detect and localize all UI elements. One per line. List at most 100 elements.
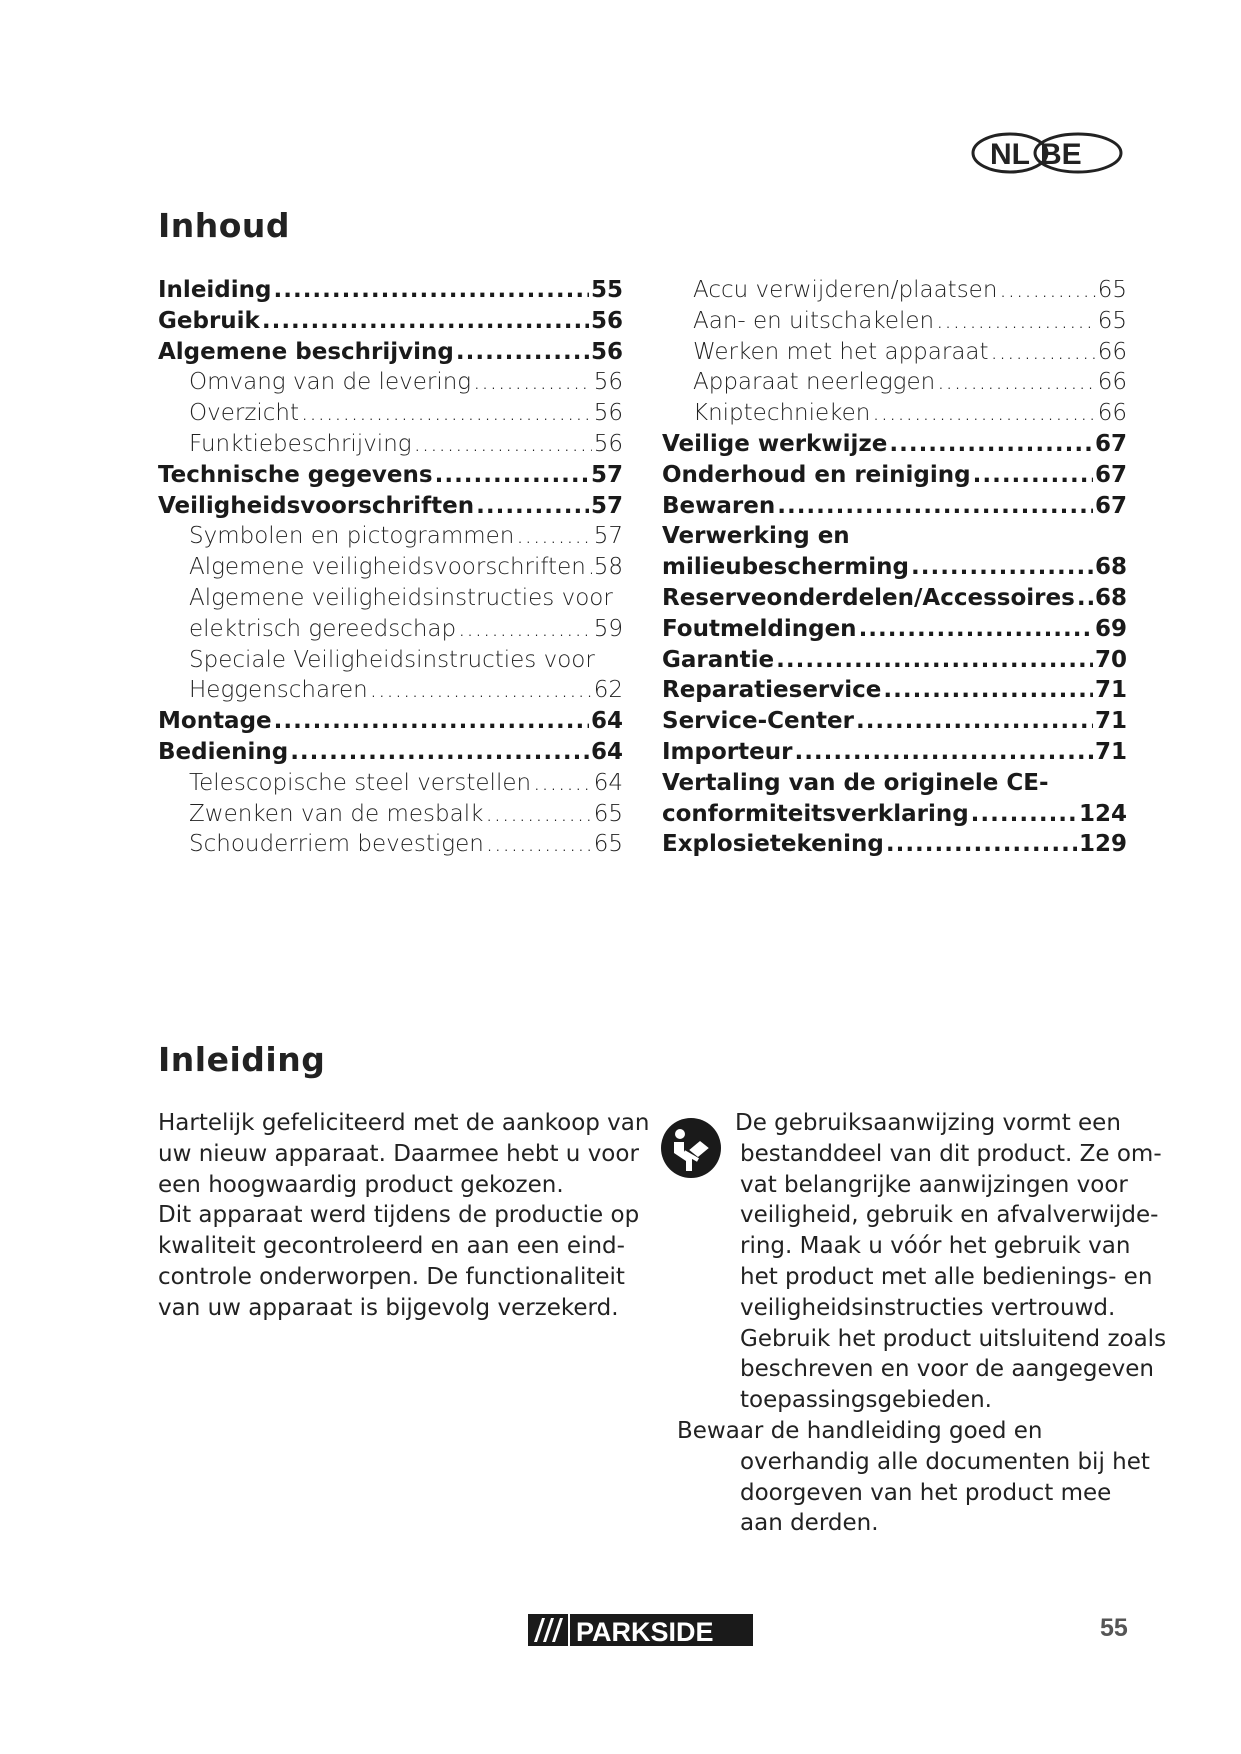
- manual-notice: De gebruiksaanwijzing vormt een bestandde…: [735, 1108, 1166, 1416]
- toc-entry-page: 62: [593, 677, 623, 704]
- toc-entry[interactable]: Funktiebeschrijving 56: [158, 429, 623, 460]
- toc-entry-label: Vertaling van de originele CE-: [662, 769, 1049, 796]
- toc-entry[interactable]: Veilige werkwijze 67: [662, 429, 1127, 460]
- toc-entry-label: Verwerking en: [662, 523, 850, 550]
- toc-right-column: Accu verwijderen/plaatsen65Aan- en uitsc…: [662, 275, 1127, 860]
- toc-entry-label: Bediening: [158, 738, 289, 765]
- toc-entry[interactable]: Zwenken van de mesbalk 65: [158, 799, 623, 830]
- toc-leader-dots: [516, 521, 591, 552]
- text-line: ring. Maak u vóór het gebruik van: [740, 1233, 1131, 1260]
- toc-entry[interactable]: Veiligheidsvoorschriften 57: [158, 491, 623, 522]
- toc-entry-label: Funktiebeschrijving: [189, 430, 412, 457]
- toc-leader-dots: [991, 337, 1096, 368]
- toc-entry[interactable]: Heggenscharen 62: [158, 675, 623, 706]
- toc-leader-dots: [588, 552, 592, 583]
- toc-entry-label: Algemene beschrijving: [158, 338, 454, 365]
- toc-title: Inhoud: [158, 206, 291, 245]
- text-line: het product met alle bedienings- en: [740, 1263, 1153, 1290]
- text-line: Hartelijk gefeliciteerd met de aankoop v…: [158, 1110, 650, 1136]
- toc-entry[interactable]: Algemene beschrijving 56: [158, 337, 623, 368]
- parkside-logo: PARKSIDE: [528, 1612, 753, 1648]
- toc-leader-dots: [1077, 583, 1093, 614]
- toc-entry-label: Veiligheidsvoorschriften: [158, 492, 475, 519]
- toc-entry[interactable]: elektrisch gereedschap 59: [158, 614, 623, 645]
- text-line: kwaliteit gecontroleerd en aan een eind-: [158, 1233, 625, 1260]
- toc-entry[interactable]: Algemene veiligheidsvoorschriften 58: [158, 552, 623, 583]
- toc-entry[interactable]: Werken met het apparaat 66: [662, 337, 1127, 368]
- toc-leader-dots: [533, 768, 592, 799]
- text-line: De gebruiksaanwijzing vormt een: [735, 1110, 1121, 1136]
- toc-entry[interactable]: Garantie 70: [662, 645, 1127, 676]
- toc-entry-page: 57: [590, 492, 623, 519]
- toc-entry-page: 66: [1097, 400, 1127, 427]
- toc-entry-page: 65: [593, 800, 623, 827]
- language-badge: NL BE: [970, 130, 1130, 176]
- toc-entry[interactable]: Service-Center 71: [662, 706, 1127, 737]
- lang-nl: NL: [990, 138, 1030, 171]
- toc-entry-label: Aan- en uitschakelen: [693, 307, 935, 334]
- toc-entry-label: Werken met het apparaat: [693, 338, 989, 365]
- text-line: een hoogwaardig product gekozen.: [158, 1171, 564, 1198]
- toc-entry-page: 56: [590, 307, 623, 334]
- toc-leader-dots: [435, 460, 589, 491]
- toc-entry[interactable]: Montage 64: [158, 706, 623, 737]
- toc-entry[interactable]: Onderhoud en reiniging 67: [662, 460, 1127, 491]
- toc-entry[interactable]: Inleiding 55: [158, 275, 623, 306]
- toc-entry[interactable]: Telescopische steel verstellen 64: [158, 768, 623, 799]
- toc-entry[interactable]: Importeur 71: [662, 737, 1127, 768]
- toc-entry[interactable]: Aan- en uitschakelen 65: [662, 306, 1127, 337]
- toc-entry[interactable]: Gebruik 56: [158, 306, 623, 337]
- toc-entry-label: Foutmeldingen: [662, 615, 857, 642]
- toc-entry-page: 65: [1097, 307, 1127, 334]
- text-line: Dit apparaat werd tijdens de productie o…: [158, 1202, 640, 1229]
- toc-leader-dots: [456, 337, 589, 368]
- text-line: van uw apparaat is bijgevolg verzekerd.: [158, 1294, 619, 1321]
- toc-entry[interactable]: Accu verwijderen/plaatsen 65: [662, 275, 1127, 306]
- toc-entry[interactable]: Bewaren 67: [662, 491, 1127, 522]
- toc-entry-label: Gebruik: [158, 307, 260, 334]
- toc-entry-label: Importeur: [662, 738, 793, 765]
- toc-entry[interactable]: Speciale Veiligheidsinstructies voor: [158, 645, 623, 676]
- toc-entry[interactable]: Verwerking en: [662, 521, 1127, 552]
- toc-leader-dots: [476, 491, 589, 522]
- toc-entry[interactable]: Explosietekening 129: [662, 829, 1127, 860]
- toc-entry-label: Reserveonderdelen/Accessoires: [662, 584, 1075, 611]
- toc-entry-page: 66: [1097, 338, 1127, 365]
- toc-entry-label: Apparaat neerleggen: [693, 369, 936, 396]
- toc-entry[interactable]: Technische gegevens 57: [158, 460, 623, 491]
- read-manual-icon: [660, 1117, 722, 1179]
- toc-leader-dots: [776, 645, 1093, 676]
- toc-entry[interactable]: Apparaat neerleggen 66: [662, 367, 1127, 398]
- toc-entry[interactable]: Omvang van de levering 56: [158, 367, 623, 398]
- toc-leader-dots: [473, 367, 592, 398]
- toc-entry-page: 69: [1094, 615, 1127, 642]
- toc-leader-dots: [872, 398, 1095, 429]
- toc-entry-page: 64: [593, 769, 623, 796]
- toc-entry[interactable]: Algemene veiligheidsinstructies voor: [158, 583, 623, 614]
- toc-entry[interactable]: Reparatieservice 71: [662, 675, 1127, 706]
- toc-leader-dots: [486, 829, 592, 860]
- toc-leader-dots: [973, 460, 1093, 491]
- toc-leader-dots: [485, 799, 591, 830]
- toc-entry-label: Explosietekening: [662, 831, 884, 858]
- toc-entry-label: Zwenken van de mesbalk: [189, 800, 484, 827]
- toc-entry[interactable]: milieubescherming 68: [662, 552, 1127, 583]
- toc-entry-page: 57: [590, 461, 623, 488]
- toc-leader-dots: [262, 306, 589, 337]
- toc-entry[interactable]: Reserveonderdelen/Accessoires 68: [662, 583, 1127, 614]
- toc-entry[interactable]: Foutmeldingen 69: [662, 614, 1127, 645]
- toc-entry-page: 65: [1097, 277, 1127, 303]
- toc-entry-page: 56: [593, 369, 623, 396]
- toc-entry[interactable]: Schouderriem bevestigen 65: [158, 829, 623, 860]
- toc-entry[interactable]: Bediening 64: [158, 737, 623, 768]
- toc-leader-dots: [273, 275, 589, 306]
- toc-entry[interactable]: conformiteitsverklaring 124: [662, 799, 1127, 830]
- toc-entry-page: 70: [1094, 646, 1127, 673]
- toc-entry-page: 67: [1094, 430, 1127, 457]
- toc-entry[interactable]: Vertaling van de originele CE-: [662, 768, 1127, 799]
- toc-entry[interactable]: Kniptechnieken 66: [662, 398, 1127, 429]
- toc-entry[interactable]: Symbolen en pictogrammen 57: [158, 521, 623, 552]
- toc-entry[interactable]: Overzicht 56: [158, 398, 623, 429]
- toc-leader-dots: [886, 829, 1077, 860]
- toc-left-column: Inleiding55Gebruik56Algemene beschrijvin…: [158, 275, 623, 860]
